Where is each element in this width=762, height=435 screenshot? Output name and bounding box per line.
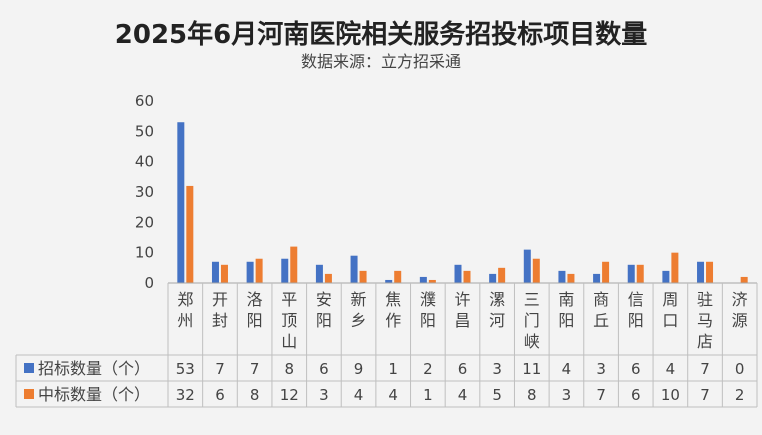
- bar-zhongbiao: [740, 276, 748, 283]
- x-tick-label: 新乡: [351, 290, 367, 330]
- data-label: 11: [522, 360, 541, 378]
- bar-zhaobiao: [385, 279, 393, 283]
- bar-zhaobiao: [246, 261, 254, 283]
- y-tick-label: 40: [135, 153, 154, 171]
- data-label: 6: [631, 386, 641, 404]
- data-label: 7: [700, 360, 710, 378]
- data-label: 8: [250, 386, 260, 404]
- data-label: 4: [354, 386, 364, 404]
- x-tick-label: 漯河: [489, 290, 505, 330]
- data-label: 6: [215, 386, 225, 404]
- data-label: 8: [527, 386, 537, 404]
- data-label: 53: [176, 360, 195, 378]
- data-label: 7: [700, 386, 710, 404]
- y-tick-label: 20: [135, 213, 154, 231]
- data-label: 4: [666, 360, 676, 378]
- x-tick-label: 开封: [212, 290, 228, 330]
- bar-zhaobiao: [315, 264, 323, 283]
- x-tick-label: 南阳: [558, 290, 574, 330]
- bar-zhongbiao: [532, 258, 540, 283]
- legend-swatch: [24, 389, 34, 399]
- bar-zhaobiao: [627, 264, 635, 283]
- chart-title: 2025年6月河南医院相关服务招投标项目数量: [114, 20, 648, 50]
- data-label: 3: [319, 386, 329, 404]
- data-label: 4: [388, 386, 398, 404]
- bar-zhongbiao: [602, 261, 610, 283]
- x-tick-label: 济源: [732, 290, 748, 330]
- bar-zhongbiao: [290, 246, 298, 283]
- data-label: 0: [735, 360, 745, 378]
- bar-zhongbiao: [186, 185, 194, 283]
- legend-label: 中标数量（个）: [38, 385, 150, 404]
- bar-zhaobiao: [419, 276, 427, 283]
- data-label: 4: [562, 360, 572, 378]
- x-tick-label: 平顶山: [281, 290, 297, 351]
- y-tick-label: 60: [135, 92, 154, 110]
- bar-zhaobiao: [281, 258, 289, 283]
- data-label: 7: [215, 360, 225, 378]
- data-label: 12: [280, 386, 299, 404]
- bar-zhongbiao: [428, 279, 436, 283]
- legend-swatch: [24, 363, 34, 373]
- bar-zhaobiao: [211, 261, 219, 283]
- data-label: 10: [661, 386, 680, 404]
- data-label: 7: [250, 360, 260, 378]
- bar-zhongbiao: [394, 270, 402, 283]
- data-label: 6: [631, 360, 641, 378]
- x-tick-label: 信阳: [628, 290, 644, 330]
- bar-zhongbiao: [567, 273, 575, 283]
- bar-zhongbiao: [359, 270, 367, 283]
- bar-zhaobiao: [177, 122, 185, 283]
- y-tick-label: 30: [135, 183, 154, 201]
- y-tick-label: 0: [144, 274, 154, 292]
- bar-zhongbiao: [220, 264, 228, 283]
- x-tick-label: 洛阳: [247, 290, 263, 330]
- bar-zhaobiao: [558, 270, 566, 283]
- legend-label: 招标数量（个）: [38, 359, 150, 378]
- chart-subtitle: 数据来源：立方招采通: [300, 52, 461, 71]
- bar-zhaobiao: [489, 273, 497, 283]
- bar-zhongbiao: [255, 258, 263, 283]
- data-label: 3: [596, 360, 606, 378]
- bar-zhaobiao: [454, 264, 462, 283]
- x-tick-label: 安阳: [316, 290, 332, 330]
- data-label: 6: [319, 360, 329, 378]
- data-label: 5: [492, 386, 502, 404]
- x-tick-label: 商丘: [593, 290, 609, 330]
- data-label: 9: [354, 360, 364, 378]
- data-label: 2: [735, 386, 745, 404]
- data-label: 3: [562, 386, 572, 404]
- data-label: 3: [492, 360, 502, 378]
- bar-zhongbiao: [636, 264, 644, 283]
- x-tick-label: 周口: [662, 290, 678, 330]
- data-label: 4: [458, 386, 468, 404]
- x-tick-label: 焦作: [385, 290, 401, 330]
- x-tick-label: 濮阳: [420, 290, 436, 330]
- data-label: 32: [176, 386, 195, 404]
- bar-zhaobiao: [593, 273, 601, 283]
- data-label: 2: [423, 360, 433, 378]
- y-tick-label: 10: [135, 244, 154, 262]
- bar-zhaobiao: [697, 261, 705, 283]
- data-label: 8: [284, 360, 294, 378]
- bar-zhongbiao: [706, 261, 714, 283]
- bar-zhongbiao: [671, 252, 679, 283]
- bar-zhaobiao: [523, 249, 531, 283]
- x-tick-label: 驻马店: [697, 290, 713, 351]
- x-tick-label: 许昌: [454, 290, 470, 330]
- data-label: 1: [388, 360, 398, 378]
- bar-zhaobiao: [662, 270, 670, 283]
- data-label: 1: [423, 386, 433, 404]
- bar-zhaobiao: [350, 255, 358, 283]
- bar-zhongbiao: [498, 267, 506, 283]
- x-tick-label: 三门峡: [524, 290, 540, 351]
- bar-zhongbiao: [463, 270, 471, 283]
- bar-zhongbiao: [324, 273, 332, 283]
- data-label: 6: [458, 360, 468, 378]
- y-tick-label: 50: [135, 122, 154, 140]
- data-label: 7: [596, 386, 606, 404]
- x-tick-label: 郑州: [177, 290, 193, 330]
